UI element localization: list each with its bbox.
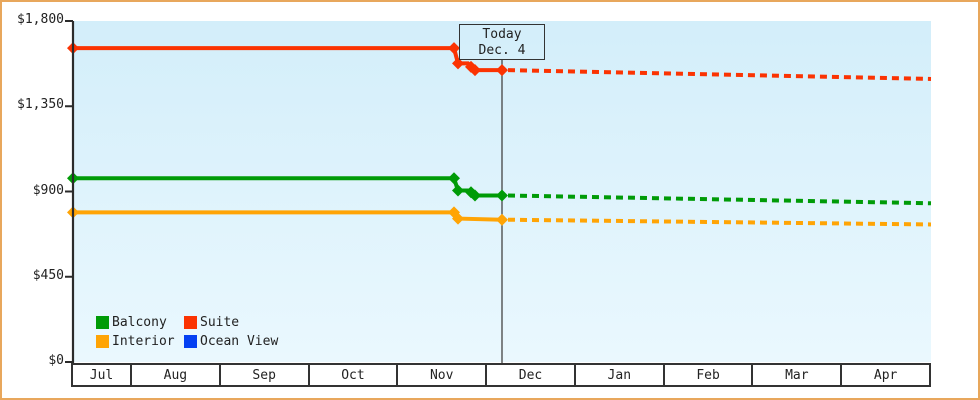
- y-axis-label: $1,800: [17, 12, 64, 27]
- month-axis: Jul Aug Sep Oct Nov Dec Jan Feb Mar Apr: [71, 363, 932, 387]
- legend-label: Ocean View: [200, 334, 279, 349]
- series-interior-marker: [452, 212, 464, 225]
- series-suite-marker: [448, 42, 460, 55]
- series-interior-marker: [496, 213, 508, 226]
- series-suite-projection: [507, 68, 932, 81]
- legend-swatch-icon: [96, 316, 109, 329]
- y-axis-label: $450: [32, 267, 64, 283]
- month-cell-feb: Feb: [665, 365, 754, 385]
- month-cell-nov: Nov: [398, 365, 488, 385]
- legend-swatch-icon: [184, 316, 197, 329]
- legend-swatch-icon: [96, 335, 109, 348]
- y-axis-label: $0: [48, 353, 64, 368]
- month-cell-jul: Jul: [73, 365, 132, 385]
- legend-row: Interior Ocean View: [96, 332, 278, 351]
- legend-row: Balcony Suite: [96, 313, 278, 332]
- today-flag-line1: Today: [482, 27, 522, 42]
- legend-item-ocean-view: Ocean View: [184, 334, 278, 349]
- legend-label: Interior: [112, 334, 175, 349]
- month-cell-apr: Apr: [842, 365, 932, 385]
- legend-label: Suite: [200, 315, 240, 330]
- series-balcony-marker: [448, 172, 460, 185]
- series-interior-projection: [507, 217, 932, 227]
- series-suite-marker: [469, 64, 481, 77]
- legend-item-interior: Interior: [96, 334, 184, 349]
- legend: Balcony Suite Interior Ocean View: [96, 313, 278, 351]
- series-balcony-marker: [452, 184, 464, 197]
- month-cell-mar: Mar: [753, 365, 843, 385]
- y-axis-label: $900: [32, 182, 64, 198]
- y-axis-label: $1,350: [17, 97, 64, 113]
- series-balcony-projection: [507, 193, 932, 206]
- month-cell-oct: Oct: [310, 365, 399, 385]
- today-flag: Today Dec. 4: [459, 24, 545, 60]
- legend-label: Balcony: [112, 315, 167, 330]
- series-balcony-marker: [496, 189, 508, 202]
- legend-item-balcony: Balcony: [96, 315, 184, 330]
- legend-swatch-icon: [184, 335, 197, 348]
- series-balcony-marker: [469, 189, 481, 202]
- today-flag-line2: Dec. 4: [478, 43, 526, 58]
- series-suite-marker: [496, 64, 508, 77]
- month-cell-sep: Sep: [221, 365, 310, 385]
- legend-item-suite: Suite: [184, 315, 239, 330]
- series-suite-marker: [452, 57, 464, 70]
- month-cell-aug: Aug: [132, 365, 221, 385]
- month-cell-dec: Dec: [487, 365, 576, 385]
- month-cell-jan: Jan: [576, 365, 665, 385]
